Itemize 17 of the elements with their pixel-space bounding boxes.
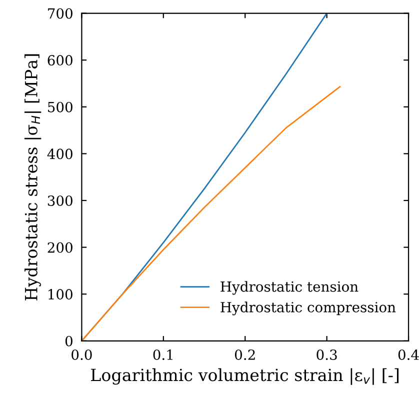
y-tick-label: 0 xyxy=(65,336,72,346)
y-tick-label: 500 xyxy=(48,102,72,112)
y-tick-label: 700 xyxy=(48,8,72,19)
x-axis-title: Logarithmic volumetric strain |ε$_{v}$| [-] xyxy=(91,368,399,385)
y-axis-title: Hydrostatic stress |σ$_{H}$| [MPa] xyxy=(24,54,42,300)
x-tick-label: 0.1 xyxy=(153,349,172,360)
x-tick-label: 0.3 xyxy=(316,349,337,360)
x-tick-label: 0.0 xyxy=(72,349,92,360)
legend-label: Hydrostatic compression xyxy=(220,302,396,316)
y-tick-label: 300 xyxy=(48,195,72,206)
y-tick-label: 400 xyxy=(47,148,72,160)
y-tick-label: 600 xyxy=(48,55,72,66)
legend-label: Hydrostatic tension xyxy=(220,281,358,295)
y-tick-label: 100 xyxy=(48,289,72,300)
x-tick-label: 0.4 xyxy=(398,349,419,360)
x-tick-label: 0.2 xyxy=(234,349,255,360)
y-tick-label: 200 xyxy=(48,242,72,253)
